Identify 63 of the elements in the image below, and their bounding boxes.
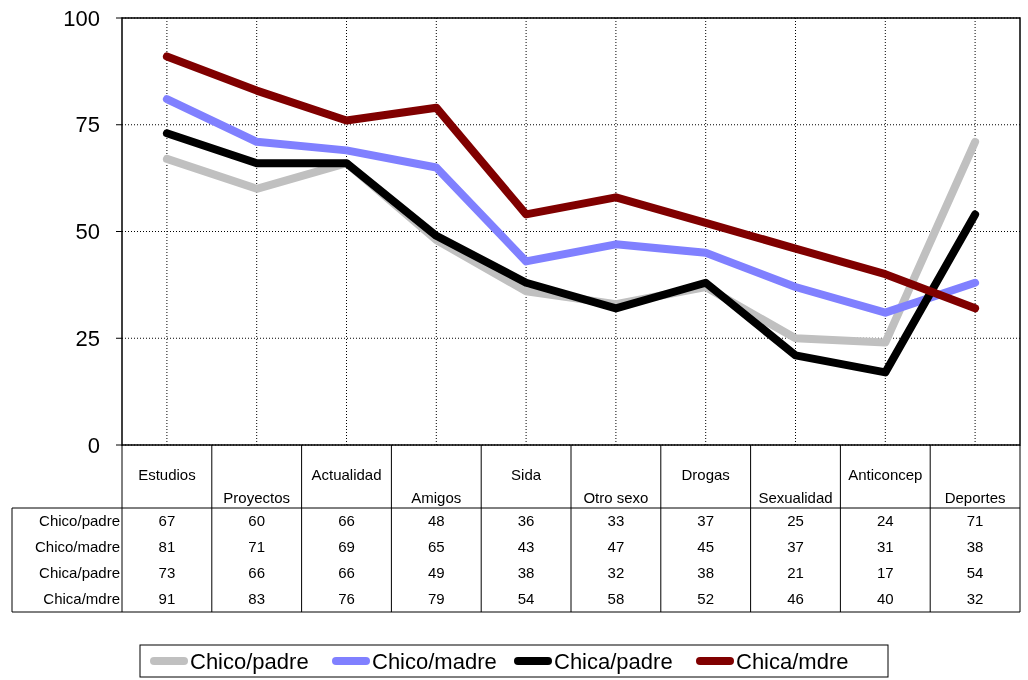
- data-label: 52: [697, 590, 715, 607]
- data-label: 49: [427, 564, 445, 581]
- y-tick-label: 0: [87, 432, 100, 458]
- text: Chica/mdre: [43, 590, 120, 607]
- data-label: 32: [607, 564, 625, 581]
- y-tick-label: 25: [75, 325, 100, 351]
- data-label: 36: [517, 512, 535, 529]
- data-label: 66: [248, 564, 266, 581]
- data-label: 40: [876, 590, 894, 607]
- data-label: 71: [966, 512, 984, 529]
- x-tick-label: Otro sexo: [583, 489, 649, 506]
- data-label: 79: [427, 590, 445, 607]
- x-tick-label: Actualidad: [311, 466, 382, 483]
- data-label: 32: [966, 590, 984, 607]
- data-label: 66: [338, 512, 355, 529]
- data-label: 37: [697, 512, 715, 529]
- x-tick-label: Estudios: [138, 466, 196, 483]
- x-tick-label: Sexualidad: [758, 489, 833, 506]
- text: Chico/padre: [39, 512, 120, 529]
- data-label: 46: [787, 590, 804, 607]
- data-label: 83: [248, 590, 266, 607]
- data-label: 91: [158, 590, 176, 607]
- data-label: 71: [248, 538, 266, 555]
- data-label: 25: [787, 512, 804, 529]
- data-label: 69: [338, 538, 355, 555]
- x-tick-label: Anticoncep: [848, 466, 923, 483]
- legend-label: Chica/mdre: [736, 648, 849, 674]
- data-label: 54: [966, 564, 984, 581]
- data-label: 43: [517, 538, 535, 555]
- data-label: 21: [787, 564, 804, 581]
- data-label: 65: [427, 538, 445, 555]
- y-tick-label: 75: [75, 112, 100, 138]
- data-label: 17: [876, 564, 894, 581]
- text: Chica/padre: [39, 564, 120, 581]
- x-tick-label: Deportes: [944, 489, 1006, 506]
- text: Chico/madre: [34, 538, 120, 555]
- data-label: 76: [338, 590, 355, 607]
- data-label: 37: [787, 538, 804, 555]
- legend-label: Chico/madre: [372, 648, 497, 674]
- data-label: 38: [966, 538, 984, 555]
- data-label: 33: [607, 512, 625, 529]
- data-label: 47: [607, 538, 625, 555]
- data-label: 67: [158, 512, 176, 529]
- x-tick-label: Drogas: [681, 466, 730, 483]
- data-label: 31: [876, 538, 894, 555]
- x-tick-label: Amigos: [411, 489, 462, 506]
- x-tick-label: Sida: [511, 466, 542, 483]
- data-label: 54: [517, 590, 535, 607]
- data-label: 24: [876, 512, 894, 529]
- legend-label: Chico/padre: [190, 648, 309, 674]
- data-label: 58: [607, 590, 625, 607]
- data-label: 81: [158, 538, 176, 555]
- data-label: 48: [427, 512, 445, 529]
- data-label: 38: [697, 564, 715, 581]
- legend-label: Chica/padre: [554, 648, 673, 674]
- data-label: 38: [517, 564, 535, 581]
- data-label: 45: [697, 538, 715, 555]
- y-tick-label: 100: [63, 5, 100, 31]
- data-label: 60: [248, 512, 266, 529]
- data-label: 73: [158, 564, 176, 581]
- x-tick-label: Proyectos: [223, 489, 291, 506]
- data-label: 66: [338, 564, 355, 581]
- y-tick-label: 50: [75, 219, 100, 245]
